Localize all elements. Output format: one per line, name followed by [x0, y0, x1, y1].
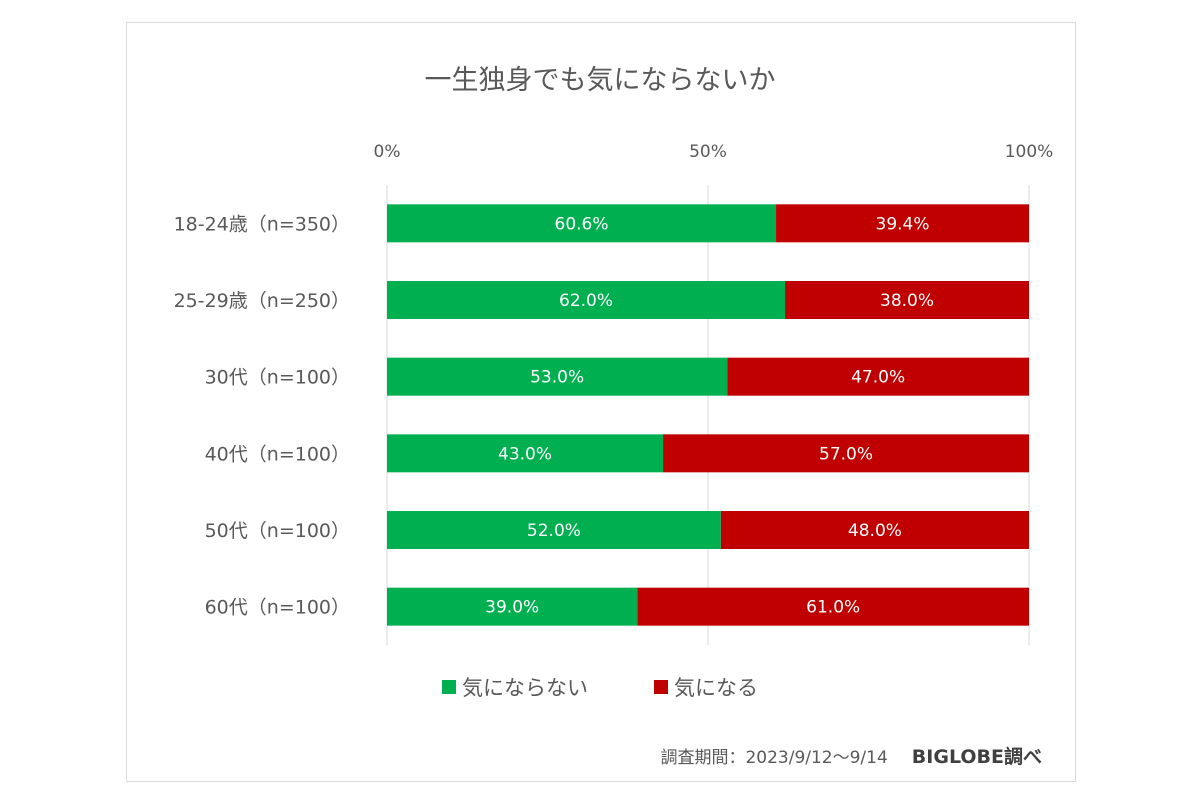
survey-period: 調査期間：2023/9/12～9/14 [660, 748, 888, 768]
chart-title: 一生独身でも気にならないか [424, 65, 776, 96]
y-category-label: 25-29歳（n=250） [174, 290, 350, 312]
legend-item-1: 気になる [654, 672, 758, 702]
bar-segment-red [776, 204, 1029, 243]
bar-segment-green [387, 434, 664, 473]
data-label: 53.0% [530, 368, 584, 388]
legend-item-0: 気にならない [442, 672, 588, 702]
data-label: 48.0% [848, 521, 902, 541]
bar-segment-red [720, 511, 1029, 549]
legend-label: 気にならない [462, 676, 588, 700]
data-label: 39.4% [876, 214, 930, 234]
data-label: 60.6% [555, 214, 609, 234]
bar-segment-red [637, 587, 1029, 626]
source-credit: BIGLOBE調べ [911, 746, 1042, 768]
bar-segment-red [663, 434, 1029, 473]
data-label: 62.0% [559, 291, 613, 311]
x-tick-label: 100% [1005, 142, 1054, 162]
legend: 気にならない 気になる [0, 672, 1200, 702]
y-category-label: 60代（n=100） [205, 597, 350, 619]
data-label: 52.0% [527, 521, 581, 541]
bar-segment-red [785, 281, 1029, 319]
legend-swatch-green [442, 680, 456, 694]
bar-segment-green [387, 587, 638, 626]
data-label: 39.0% [485, 598, 539, 618]
data-label: 43.0% [498, 444, 552, 464]
footer: 調査期間：2023/9/12～9/14 BIGLOBE調べ [660, 742, 1042, 769]
data-label: 61.0% [806, 598, 860, 618]
bar-segment-green [387, 281, 786, 319]
y-category-label: 40代（n=100） [205, 443, 350, 465]
bar-segment-green [387, 204, 777, 243]
bar-segment-red [727, 357, 1029, 396]
legend-label: 気になる [674, 676, 758, 700]
legend-swatch-red [654, 680, 668, 694]
data-label: 57.0% [819, 444, 873, 464]
chart-frame [126, 22, 1076, 782]
x-tick-label: 0% [374, 142, 401, 162]
y-category-label: 18-24歳（n=350） [174, 213, 350, 235]
data-label: 38.0% [880, 291, 934, 311]
bar-segment-green [387, 511, 721, 549]
x-tick-label: 50% [689, 142, 727, 162]
y-category-label: 30代（n=100） [205, 367, 350, 389]
bar-segment-green [387, 357, 728, 396]
y-category-label: 50代（n=100） [205, 520, 350, 542]
data-label: 47.0% [851, 368, 905, 388]
